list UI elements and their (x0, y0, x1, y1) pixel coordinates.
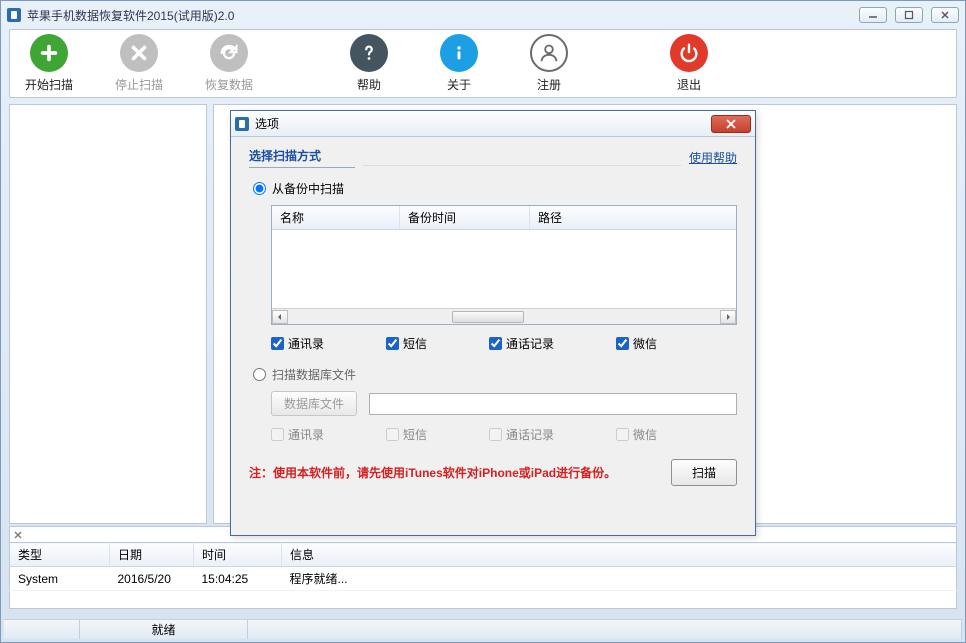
scroll-left-icon[interactable] (272, 310, 288, 324)
question-icon (350, 34, 388, 72)
radio-scan-db[interactable] (253, 368, 266, 381)
toolbar-stop-scan: 停止扫描 (106, 34, 172, 93)
toolbar: 开始扫描停止扫描恢复数据 帮助关于注册 退出 (9, 29, 957, 98)
check2-wechat (616, 428, 629, 441)
db-file-button: 数据库文件 (271, 391, 357, 416)
check-contacts[interactable] (271, 337, 284, 350)
backup-col-path[interactable]: 路径 (530, 206, 736, 229)
check2-contacts (271, 428, 284, 441)
log-col-type[interactable]: 类型 (10, 543, 110, 567)
log-row[interactable]: System 2016/5/20 15:04:25 程序就绪... (10, 567, 957, 591)
status-text: 就绪 (80, 620, 248, 639)
log-col-time[interactable]: 时间 (194, 543, 282, 567)
toolbar-help[interactable]: 帮助 (336, 34, 402, 93)
options-dialog: 选项 选择扫描方式 使用帮助 从备份中扫描 名称 备份时间 路径 (230, 110, 756, 536)
backup-list[interactable]: 名称 备份时间 路径 (271, 205, 737, 325)
dialog-header: 选择扫描方式 (249, 147, 355, 168)
close-button[interactable] (931, 7, 959, 23)
left-tree-panel (9, 104, 207, 524)
toolbar-restore: 恢复数据 (196, 34, 262, 93)
x-icon (120, 34, 158, 72)
radio-scan-backup[interactable] (253, 182, 266, 195)
toolbar-start-scan[interactable]: 开始扫描 (16, 34, 82, 93)
log-col-date[interactable]: 日期 (110, 543, 194, 567)
app-icon (7, 8, 21, 22)
window-title: 苹果手机数据恢复软件2015(试用版)2.0 (27, 7, 234, 24)
log-panel: 类型 日期 时间 信息 System 2016/5/20 15:04:25 程序… (9, 526, 957, 609)
check-wechat[interactable] (616, 337, 629, 350)
plus-icon (30, 34, 68, 72)
radio-scan-backup-label: 从备份中扫描 (272, 180, 344, 197)
toolbar-exit[interactable]: 退出 (656, 34, 722, 93)
check2-sms (386, 428, 399, 441)
toolbar-register[interactable]: 注册 (516, 34, 582, 93)
info-icon (440, 34, 478, 72)
check-sms[interactable] (386, 337, 399, 350)
dialog-titlebar: 选项 (231, 111, 755, 137)
dialog-warning: 注：使用本软件前，请先使用iTunes软件对iPhone或iPad进行备份。 (249, 464, 616, 481)
backup-scrollbar[interactable] (272, 308, 736, 324)
db-file-input (369, 393, 737, 415)
check2-calllog (489, 428, 502, 441)
scan-button[interactable]: 扫描 (671, 459, 737, 486)
check-calllog[interactable] (489, 337, 502, 350)
maximize-button[interactable] (895, 7, 923, 23)
minimize-button[interactable] (859, 7, 887, 23)
dialog-help-link[interactable]: 使用帮助 (689, 149, 737, 166)
toolbar-about[interactable]: 关于 (426, 34, 492, 93)
refresh-icon (210, 34, 248, 72)
user-icon (530, 34, 568, 72)
titlebar: 苹果手机数据恢复软件2015(试用版)2.0 (1, 1, 965, 29)
radio-scan-db-label: 扫描数据库文件 (272, 366, 356, 383)
backup-col-time[interactable]: 备份时间 (400, 206, 530, 229)
log-table: 类型 日期 时间 信息 System 2016/5/20 15:04:25 程序… (9, 542, 957, 609)
dialog-title: 选项 (255, 115, 279, 132)
scroll-right-icon[interactable] (720, 310, 736, 324)
scroll-thumb[interactable] (452, 311, 524, 323)
log-col-info[interactable]: 信息 (282, 543, 957, 567)
dialog-close-button[interactable] (711, 115, 751, 133)
log-close-icon[interactable] (10, 528, 26, 542)
backup-col-name[interactable]: 名称 (272, 206, 400, 229)
status-bar: 就绪 (4, 619, 962, 639)
power-icon (670, 34, 708, 72)
dialog-icon (235, 117, 249, 131)
